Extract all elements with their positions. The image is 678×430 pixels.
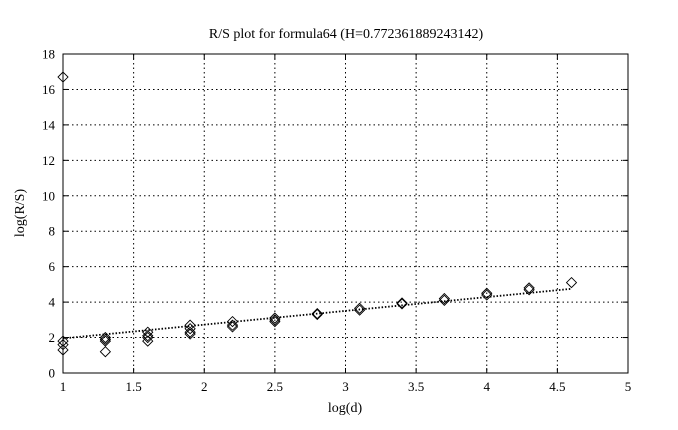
data-point-diamond [184, 319, 196, 331]
y-axis-label: log(R/S) [13, 189, 28, 238]
data-point-diamond [311, 307, 323, 320]
data-point-diamond [142, 331, 154, 344]
y-tick-label: 12 [42, 153, 55, 168]
data-point-diamond [142, 326, 154, 338]
data-point-diamond [99, 331, 112, 344]
y-tick-label: 4 [49, 295, 56, 310]
y-tick-label: 14 [42, 117, 56, 132]
data-point-diamond [438, 294, 451, 306]
data-point-diamond [142, 335, 154, 347]
x-axis-label: log(d) [328, 401, 363, 416]
y-tick-label: 16 [42, 82, 56, 97]
fit-layer [62, 287, 572, 340]
data-point-diamond [57, 339, 69, 351]
data-point-diamond [353, 302, 366, 314]
data-point-diamond [396, 297, 408, 309]
data-point-diamond [438, 292, 451, 305]
x-tick-label: 4.5 [549, 379, 565, 394]
data-point-diamond [269, 315, 281, 328]
y-tick-label: 18 [42, 47, 55, 62]
data-point-diamond [226, 321, 239, 333]
data-point-diamond [57, 344, 69, 356]
y-tick-label: 8 [49, 224, 56, 239]
x-tick-label: 1 [60, 379, 67, 394]
data-point-diamond [57, 335, 69, 347]
x-tick-label: 2.5 [267, 379, 283, 394]
data-point-diamond [184, 323, 196, 335]
y-tick-label: 0 [49, 366, 56, 381]
data-point-diamond [523, 282, 535, 294]
data-point-diamond [226, 319, 239, 331]
x-tick-label: 2 [201, 379, 208, 394]
data-point-diamond [184, 328, 196, 340]
data-point-diamond [57, 71, 69, 83]
data-point-diamond [184, 326, 196, 338]
data-point-diamond [565, 276, 578, 289]
y-tick-label: 2 [49, 330, 56, 345]
fit-line [62, 287, 572, 340]
data-point-diamond [99, 346, 112, 358]
x-tick-label: 3 [342, 379, 349, 394]
tick-layer: 1 1.5 2 2.5 3 3.5 4 4.5 5 0 2 4 6 8 10 12 14 16 18 [42, 47, 631, 395]
data-point-diamond [523, 284, 535, 296]
data-point-diamond [353, 304, 366, 316]
y-tick-label: 10 [42, 188, 55, 203]
y-tick-label: 6 [49, 259, 56, 274]
point-layer [57, 71, 578, 358]
data-point-diamond [481, 289, 493, 301]
data-point-diamond [142, 330, 154, 342]
x-tick-label: 3.5 [408, 379, 424, 394]
chart-title: R/S plot for formula64 (H=0.772361889243… [209, 27, 484, 42]
data-point-diamond [226, 315, 239, 328]
x-tick-label: 4 [484, 379, 491, 394]
grid-layer [63, 54, 628, 373]
data-point-diamond [269, 314, 281, 326]
data-point-diamond [269, 312, 281, 324]
data-point-diamond [396, 298, 408, 310]
x-tick-label: 5 [625, 379, 632, 394]
data-point-diamond [311, 308, 323, 321]
data-point-diamond [99, 333, 112, 345]
x-tick-label: 1.5 [126, 379, 142, 394]
data-point-diamond [481, 287, 493, 299]
